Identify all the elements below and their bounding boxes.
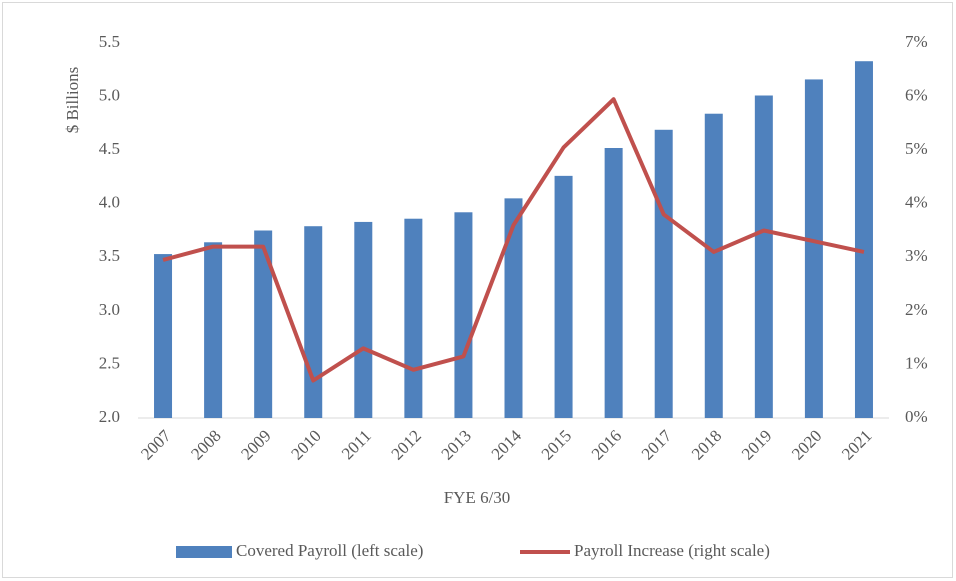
y-axis-title: $ Billions bbox=[63, 67, 82, 134]
y-tick-label: 2.5 bbox=[99, 353, 120, 372]
y-tick-label: 5.0 bbox=[99, 85, 120, 104]
bar bbox=[704, 113, 723, 418]
bar bbox=[354, 221, 373, 418]
bar bbox=[854, 61, 873, 418]
y2-tick-label: 5% bbox=[905, 139, 928, 158]
bar bbox=[504, 198, 523, 418]
bar bbox=[304, 226, 323, 418]
y2-tick-label: 2% bbox=[905, 300, 928, 319]
y-tick-label: 3.0 bbox=[99, 300, 120, 319]
y-tick-label: 4.5 bbox=[99, 139, 120, 158]
x-axis-title: FYE 6/30 bbox=[444, 488, 511, 507]
bar bbox=[754, 95, 773, 418]
line bbox=[162, 97, 865, 383]
y2-tick-label: 4% bbox=[905, 193, 928, 212]
bar bbox=[654, 129, 673, 419]
y-tick-label: 5.5 bbox=[99, 32, 120, 51]
y-tick-label: 4.0 bbox=[99, 193, 120, 212]
bar bbox=[204, 242, 223, 418]
y2-tick-label: 1% bbox=[905, 353, 928, 372]
bar bbox=[454, 212, 473, 418]
y2-tick-label: 0% bbox=[905, 407, 928, 426]
bar bbox=[554, 175, 573, 418]
bar bbox=[254, 230, 273, 418]
bar bbox=[404, 218, 423, 418]
y2-tick-label: 6% bbox=[905, 85, 928, 104]
legend-swatch bbox=[176, 546, 232, 558]
y-tick-label: 3.5 bbox=[99, 246, 120, 265]
y-tick-label: 2.0 bbox=[99, 407, 120, 426]
legend-label: Payroll Increase (right scale) bbox=[574, 541, 770, 560]
y2-tick-label: 3% bbox=[905, 246, 928, 265]
bar bbox=[154, 254, 173, 418]
bar bbox=[604, 148, 623, 418]
y2-tick-label: 7% bbox=[905, 32, 928, 51]
legend-label: Covered Payroll (left scale) bbox=[236, 541, 423, 560]
bar bbox=[804, 79, 823, 418]
